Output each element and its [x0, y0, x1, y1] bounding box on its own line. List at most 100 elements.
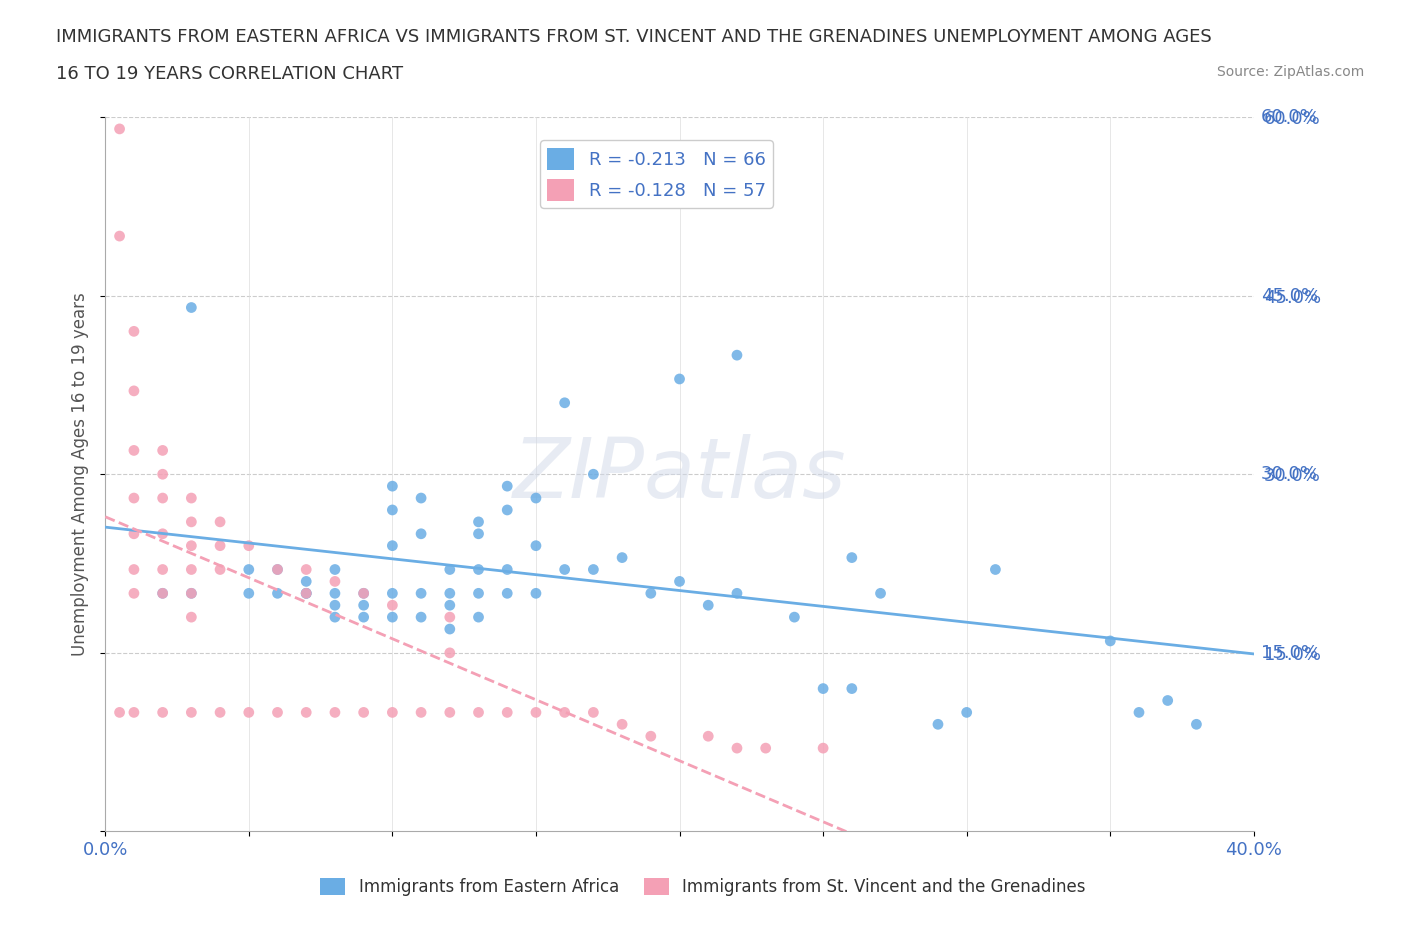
- Point: [582, 467, 605, 482]
- Point: [295, 705, 318, 720]
- Point: [439, 598, 461, 613]
- Point: [122, 491, 145, 506]
- Point: [668, 574, 690, 589]
- Point: [323, 586, 346, 601]
- Point: [238, 538, 260, 553]
- Point: [122, 586, 145, 601]
- Text: 16 TO 19 YEARS CORRELATION CHART: 16 TO 19 YEARS CORRELATION CHART: [56, 65, 404, 83]
- Point: [152, 467, 174, 482]
- Point: [152, 705, 174, 720]
- Point: [381, 538, 404, 553]
- Point: [209, 538, 232, 553]
- Point: [353, 610, 375, 625]
- Point: [209, 514, 232, 529]
- Point: [238, 586, 260, 601]
- Point: [554, 395, 576, 410]
- Point: [152, 586, 174, 601]
- Point: [323, 562, 346, 577]
- Point: [266, 705, 288, 720]
- Point: [180, 562, 202, 577]
- Point: [927, 717, 949, 732]
- Point: [524, 705, 547, 720]
- Point: [467, 562, 489, 577]
- Point: [295, 586, 318, 601]
- Point: [152, 526, 174, 541]
- Point: [122, 443, 145, 458]
- Point: [439, 610, 461, 625]
- Point: [353, 586, 375, 601]
- Point: [266, 562, 288, 577]
- Point: [122, 526, 145, 541]
- Point: [381, 705, 404, 720]
- Text: Source: ZipAtlas.com: Source: ZipAtlas.com: [1216, 65, 1364, 79]
- Point: [353, 598, 375, 613]
- Point: [439, 586, 461, 601]
- Point: [984, 562, 1007, 577]
- Point: [697, 729, 720, 744]
- Point: [180, 610, 202, 625]
- Point: [640, 729, 662, 744]
- Point: [496, 705, 519, 720]
- Point: [409, 586, 432, 601]
- Point: [180, 586, 202, 601]
- Point: [496, 586, 519, 601]
- Point: [524, 538, 547, 553]
- Point: [381, 502, 404, 517]
- Point: [496, 502, 519, 517]
- Point: [811, 681, 834, 696]
- Point: [1128, 705, 1150, 720]
- Point: [467, 586, 489, 601]
- Point: [1099, 633, 1122, 648]
- Point: [238, 562, 260, 577]
- Legend: Immigrants from Eastern Africa, Immigrants from St. Vincent and the Grenadines: Immigrants from Eastern Africa, Immigran…: [314, 871, 1092, 903]
- Text: 60.0%: 60.0%: [1261, 108, 1317, 126]
- Point: [725, 348, 748, 363]
- Point: [295, 574, 318, 589]
- Point: [180, 300, 202, 315]
- Point: [524, 491, 547, 506]
- Point: [295, 586, 318, 601]
- Point: [610, 551, 633, 565]
- Point: [640, 586, 662, 601]
- Point: [295, 562, 318, 577]
- Point: [956, 705, 979, 720]
- Point: [152, 491, 174, 506]
- Point: [1157, 693, 1180, 708]
- Point: [323, 610, 346, 625]
- Point: [554, 705, 576, 720]
- Point: [439, 645, 461, 660]
- Point: [122, 383, 145, 398]
- Point: [209, 705, 232, 720]
- Point: [439, 621, 461, 636]
- Point: [841, 681, 863, 696]
- Point: [353, 705, 375, 720]
- Point: [755, 740, 778, 755]
- Text: ZIPatlas: ZIPatlas: [513, 433, 846, 514]
- Point: [409, 526, 432, 541]
- Point: [725, 740, 748, 755]
- Point: [467, 514, 489, 529]
- Point: [554, 562, 576, 577]
- Point: [409, 610, 432, 625]
- Point: [238, 705, 260, 720]
- Point: [439, 562, 461, 577]
- Point: [409, 705, 432, 720]
- Point: [725, 586, 748, 601]
- Point: [668, 372, 690, 387]
- Point: [122, 562, 145, 577]
- Point: [467, 705, 489, 720]
- Point: [180, 538, 202, 553]
- Point: [582, 705, 605, 720]
- Point: [108, 229, 131, 244]
- Point: [697, 598, 720, 613]
- Point: [209, 562, 232, 577]
- Point: [524, 586, 547, 601]
- Y-axis label: Unemployment Among Ages 16 to 19 years: Unemployment Among Ages 16 to 19 years: [72, 292, 89, 656]
- Point: [295, 586, 318, 601]
- Text: 15.0%: 15.0%: [1261, 644, 1317, 662]
- Point: [811, 740, 834, 755]
- Text: IMMIGRANTS FROM EASTERN AFRICA VS IMMIGRANTS FROM ST. VINCENT AND THE GRENADINES: IMMIGRANTS FROM EASTERN AFRICA VS IMMIGR…: [56, 28, 1212, 46]
- Point: [152, 562, 174, 577]
- Text: 45.0%: 45.0%: [1261, 286, 1317, 305]
- Point: [180, 514, 202, 529]
